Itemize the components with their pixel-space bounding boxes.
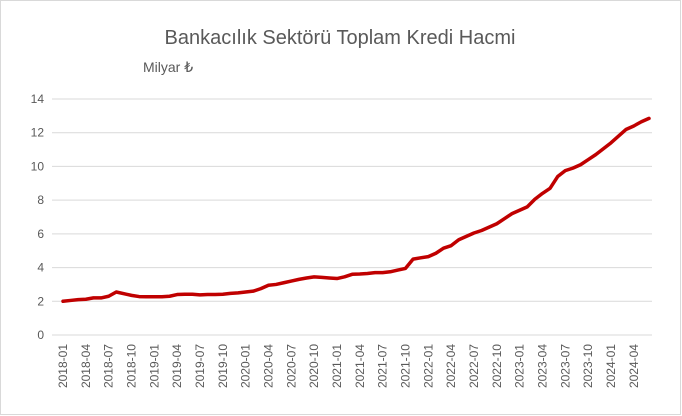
x-tick-label: 2022-10 [490, 344, 504, 388]
y-tick-label: 6 [37, 227, 44, 241]
y-tick-label: 14 [31, 92, 45, 106]
y-tick-label: 12 [31, 126, 45, 140]
x-tick-label: 2024-01 [604, 344, 618, 388]
x-tick-label: 2018-01 [56, 344, 70, 388]
x-tick-label: 2022-01 [421, 344, 435, 388]
x-tick-label: 2023-10 [581, 344, 595, 388]
x-tick-label: 2021-04 [353, 344, 367, 388]
x-tick-label: 2018-07 [102, 344, 116, 388]
y-tick-label: 2 [37, 294, 44, 308]
y-tick-label: 0 [37, 328, 44, 342]
x-tick-label: 2020-04 [261, 344, 275, 388]
x-tick-label: 2019-07 [193, 344, 207, 388]
x-tick-label: 2023-04 [535, 344, 549, 388]
x-tick-label: 2019-04 [170, 344, 184, 388]
x-tick-label: 2019-10 [216, 344, 230, 388]
line-series [61, 116, 651, 304]
x-tick-label: 2021-01 [330, 344, 344, 388]
x-tick-label: 2020-01 [239, 344, 253, 388]
x-tick-label: 2020-10 [307, 344, 321, 388]
x-tick-label: 2021-07 [376, 344, 390, 388]
x-tick-label: 2023-01 [513, 344, 527, 388]
x-tick-label: 2023-07 [558, 344, 572, 388]
x-tick-label: 2018-04 [79, 344, 93, 388]
y-tick-label: 8 [37, 193, 44, 207]
chart-subtitle: Milyar ₺ [143, 59, 193, 75]
x-tick-label: 2018-10 [124, 344, 138, 388]
y-tick-label: 10 [31, 159, 45, 173]
x-tick-label: 2022-04 [444, 344, 458, 388]
x-tick-label: 2022-07 [467, 344, 481, 388]
x-tick-label: 2024-04 [627, 344, 641, 388]
x-tick-label: 2019-01 [147, 344, 161, 388]
x-tick-label: 2021-10 [398, 344, 412, 388]
chart-title: Bankacılık Sektörü Toplam Kredi Hacmi [165, 27, 516, 49]
y-tick-label: 4 [37, 261, 44, 275]
x-tick-label: 2020-07 [284, 344, 298, 388]
